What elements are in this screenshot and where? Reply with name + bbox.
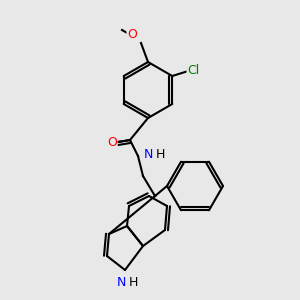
Text: H: H [128, 275, 138, 289]
Text: N: N [143, 148, 153, 160]
Text: O: O [107, 136, 117, 148]
Text: N: N [116, 275, 126, 289]
Text: O: O [127, 28, 137, 41]
Text: Cl: Cl [187, 64, 200, 77]
Text: H: H [155, 148, 165, 160]
